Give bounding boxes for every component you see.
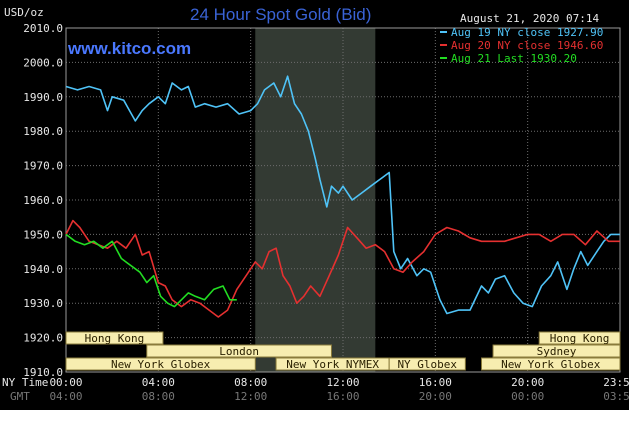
session-label: NY Globex [397,358,457,371]
chart-title: 24 Hour Spot Gold (Bid) [190,5,371,24]
session-label: New York NYMEX [286,358,379,371]
session-box [146,344,332,358]
session-label: New York Globex [501,358,601,371]
session-box [481,357,621,371]
session-box [65,357,256,371]
y-tick-label: 2000.0 [23,56,63,69]
y-tick-label: 1910.0 [23,366,63,379]
x-tick-label-gmt: 04:00 [49,390,82,403]
x-tick-label-ny: 04:00 [142,376,175,389]
legend-entry: Aug 21 Last 1930.20 [451,52,577,65]
series-line [65,219,620,318]
legend-entry: Aug 20 NY close 1946.60 [451,39,603,52]
x-tick-label-ny: 12:00 [326,376,359,389]
session-bars: Hong Kong London New York Globex New York N… [65,331,621,371]
y-tick-label: 1960.0 [23,194,63,207]
session-box [538,331,621,345]
x-tick-label-gmt: 12:00 [234,390,267,403]
x-tick-label-ny: 16:00 [419,376,452,389]
session-label: Hong Kong [85,332,145,345]
y-tick-label: 1980.0 [23,125,63,138]
x-tick-label-ny: 08:00 [234,376,267,389]
units-label: USD/oz [4,6,44,19]
session-box [388,357,466,371]
y-tick-label: 1950.0 [23,228,63,241]
x-tick-label-ny: 23:59 [603,376,629,389]
x-tick-label-gmt: 08:00 [142,390,175,403]
y-tick-label: 1920.0 [23,332,63,345]
x-tick-label-gmt: 16:00 [326,390,359,403]
x-tick-label-gmt: 00:00 [511,390,544,403]
session-label: Hong Kong [550,332,610,345]
session-label: New York Globex [111,358,211,371]
series-lines [65,75,620,318]
x-tick-label-ny: 20:00 [511,376,544,389]
gmt-label: GMT [10,390,30,403]
session-label: Sydney [537,345,577,358]
x-tick-label-gmt: 20:00 [419,390,452,403]
session-box [65,331,164,345]
grid-lines [65,27,621,373]
session-label: London [219,345,259,358]
y-tick-label: 1940.0 [23,263,63,276]
axis-labels: 1910.0 1920.0 1930.0 1940.0 1950.0 1960.0 1970… [23,22,629,403]
y-tick-label: 2010.0 [23,22,63,35]
x-tick-label-gmt: 03:59 [603,390,629,403]
watermark-text: www.kitco.com [67,39,191,58]
y-tick-label: 1990.0 [23,91,63,104]
session-box [492,344,621,358]
y-tick-label: 1930.0 [23,297,63,310]
x-tick-label-ny: 00:00 [49,376,82,389]
legend-entry: Aug 19 NY close 1927.90 [451,26,603,39]
plot-frame [65,27,621,373]
datetime-label: August 21, 2020 07:14 [460,12,599,25]
series-line [65,75,620,315]
ny-time-label: NY Time [2,376,48,389]
y-tick-label: 1970.0 [23,160,63,173]
series-line [65,233,237,308]
